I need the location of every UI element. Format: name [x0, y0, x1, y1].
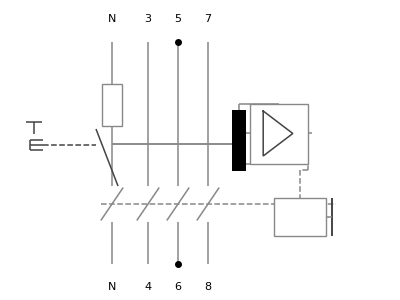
Text: N: N [108, 282, 116, 292]
Text: 5: 5 [174, 14, 182, 24]
Bar [102, 84, 122, 126]
Text: 3: 3 [144, 14, 152, 24]
Text: 4: 4 [144, 282, 152, 292]
Bar [232, 110, 246, 171]
Text: 6: 6 [174, 282, 182, 292]
Bar [274, 198, 326, 236]
Text: 8: 8 [204, 282, 212, 292]
Text: N: N [108, 14, 116, 24]
Bar [250, 103, 308, 164]
Text: 7: 7 [204, 14, 212, 24]
